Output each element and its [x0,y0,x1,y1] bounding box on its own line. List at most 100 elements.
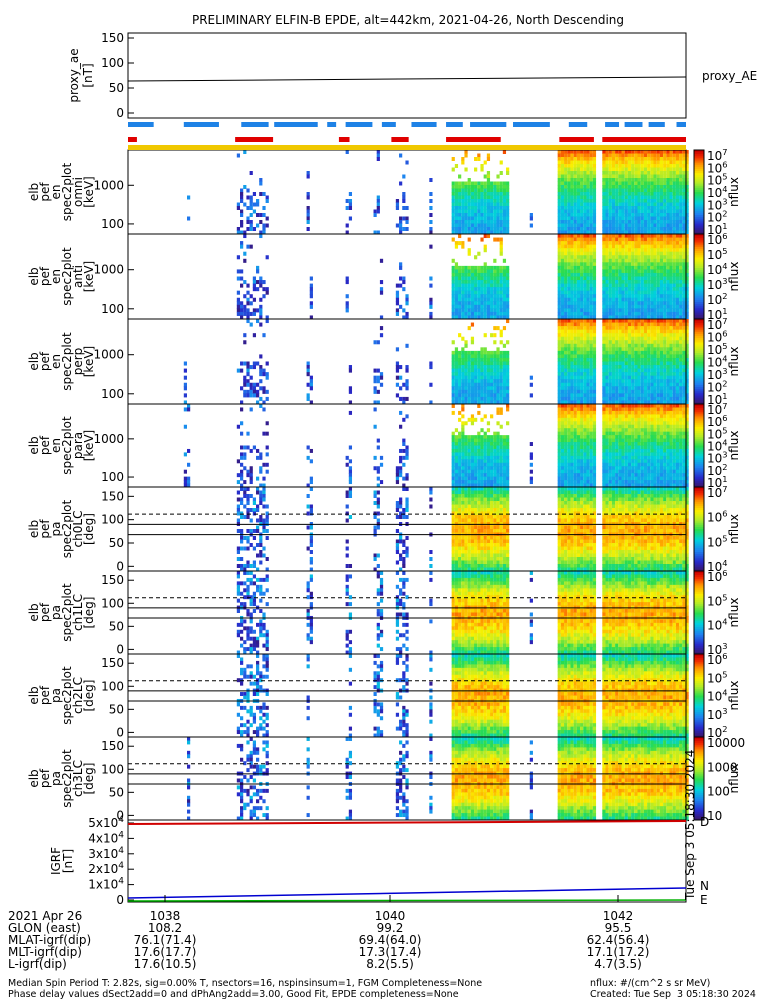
spectrogram-cell [477,290,481,295]
spectrogram-cell [454,455,459,460]
spectrogram-cell [586,404,590,408]
spectrogram-cell [480,213,484,217]
spectrogram-cell [570,181,574,186]
spectrogram-cell [570,223,574,228]
spectrogram-cell [246,308,250,313]
spectrogram-cell [252,202,257,207]
colorbar-tick-label: 104 [707,354,728,370]
spectrogram-cell [399,410,403,415]
spectrogram-cell [679,389,683,394]
spectrogram-cell [402,287,406,292]
energy-tick-label: 100 [101,387,124,401]
spectrogram-cell [640,171,644,175]
spectrogram-cell [557,361,561,366]
spectrogram-cell [643,248,648,253]
spectrogram-cell [395,290,400,295]
spectrogram-cell [573,315,577,320]
spectrogram-cell [560,469,565,474]
spectrogram-cell [647,269,651,274]
spectrogram-cell [627,308,632,313]
spectrogram-cell [615,283,619,288]
spectrogram-cell [461,206,465,210]
spectrogram-cell [679,230,683,235]
spectrogram-cell [249,322,253,327]
spectrogram-cell [589,178,593,182]
spectrogram-cell [656,178,660,182]
spectrogram-cell [608,230,612,235]
spectrogram-cell [573,424,577,429]
spectrogram-cell [611,223,616,228]
spectrogram-cell [634,287,638,292]
spectrogram-cell [464,153,468,158]
spectrogram-cell [621,375,625,380]
spectrogram-cell [679,396,683,401]
spectrogram-cell [669,192,673,196]
spectrogram-cell [454,357,459,362]
spectrogram-cell [570,297,574,302]
spectrogram-cell [650,347,654,352]
spectrogram-cell [564,431,568,436]
spectrogram-cell [564,368,568,373]
spectrogram-cell [490,311,494,316]
spectrogram-cell [643,375,648,380]
spectrogram-cell [467,473,471,478]
spectrogram-cell [493,294,497,299]
spectrogram-cell [634,308,638,313]
colorbar-tick-label: 101 [707,306,728,322]
spectrogram-cell [470,206,475,210]
spectrogram-cell [570,269,574,274]
spectrogram-cell [399,220,403,224]
spectrogram-cell [249,195,253,200]
spectrogram-cell [461,311,465,316]
spectrogram-cell [640,386,644,391]
spectrogram-cell [659,216,664,221]
spectrogram-cell [602,365,606,370]
spectrogram-cell [685,269,689,274]
spectrogram-cell [669,160,673,165]
colorbar-cell [694,314,704,318]
spectrogram-cell [611,199,616,203]
spectrogram-cell [529,452,533,457]
spectrogram-cell [573,368,577,373]
spectrogram-cell [265,290,269,295]
spectrogram-cell [650,185,654,189]
spectrogram-cell [580,227,584,231]
spectrogram-cell [627,340,632,345]
spectrogram-cell [643,174,648,179]
spectrogram-cell [624,350,628,355]
spectrogram-cell [470,442,475,446]
spectrogram-cell [429,244,433,249]
spectrogram-cell [483,199,487,203]
spectrogram-cell [405,368,409,373]
spectrogram-cell [583,188,587,193]
spectrogram-cell [467,280,471,285]
spectrogram-cell [461,157,465,161]
spectrogram-cell [395,347,400,352]
spectrogram-cell [467,448,471,453]
spectrogram-cell [669,361,673,366]
spectrogram-cell [669,223,673,228]
spectrogram-cell [395,283,400,288]
spectrogram-cell [461,469,465,474]
spectrogram-cell [451,199,455,203]
spectrogram-cell [493,209,497,214]
spectrogram-cell [650,389,654,394]
spectrogram-cell [240,407,244,412]
spectrogram-cell [496,174,500,179]
spectrogram-cell [653,304,657,309]
spectrogram-cell [573,445,577,450]
spectrogram-cell [624,272,628,277]
spectrogram-cell [650,248,654,253]
spectrogram-cell [486,301,491,306]
colorbar-cell [694,280,704,284]
spectrogram-cell [570,251,574,256]
spectrogram-cell [470,181,475,186]
spectrogram-cell [477,452,481,457]
spectrogram-cell [656,216,660,221]
spectrogram-cell [580,199,584,203]
spectrogram-cell [631,396,635,401]
spectrogram-cell [454,428,459,433]
spectrogram-cell [643,386,648,391]
spectrogram-cell [656,153,660,158]
spectrogram-cell [499,361,503,366]
